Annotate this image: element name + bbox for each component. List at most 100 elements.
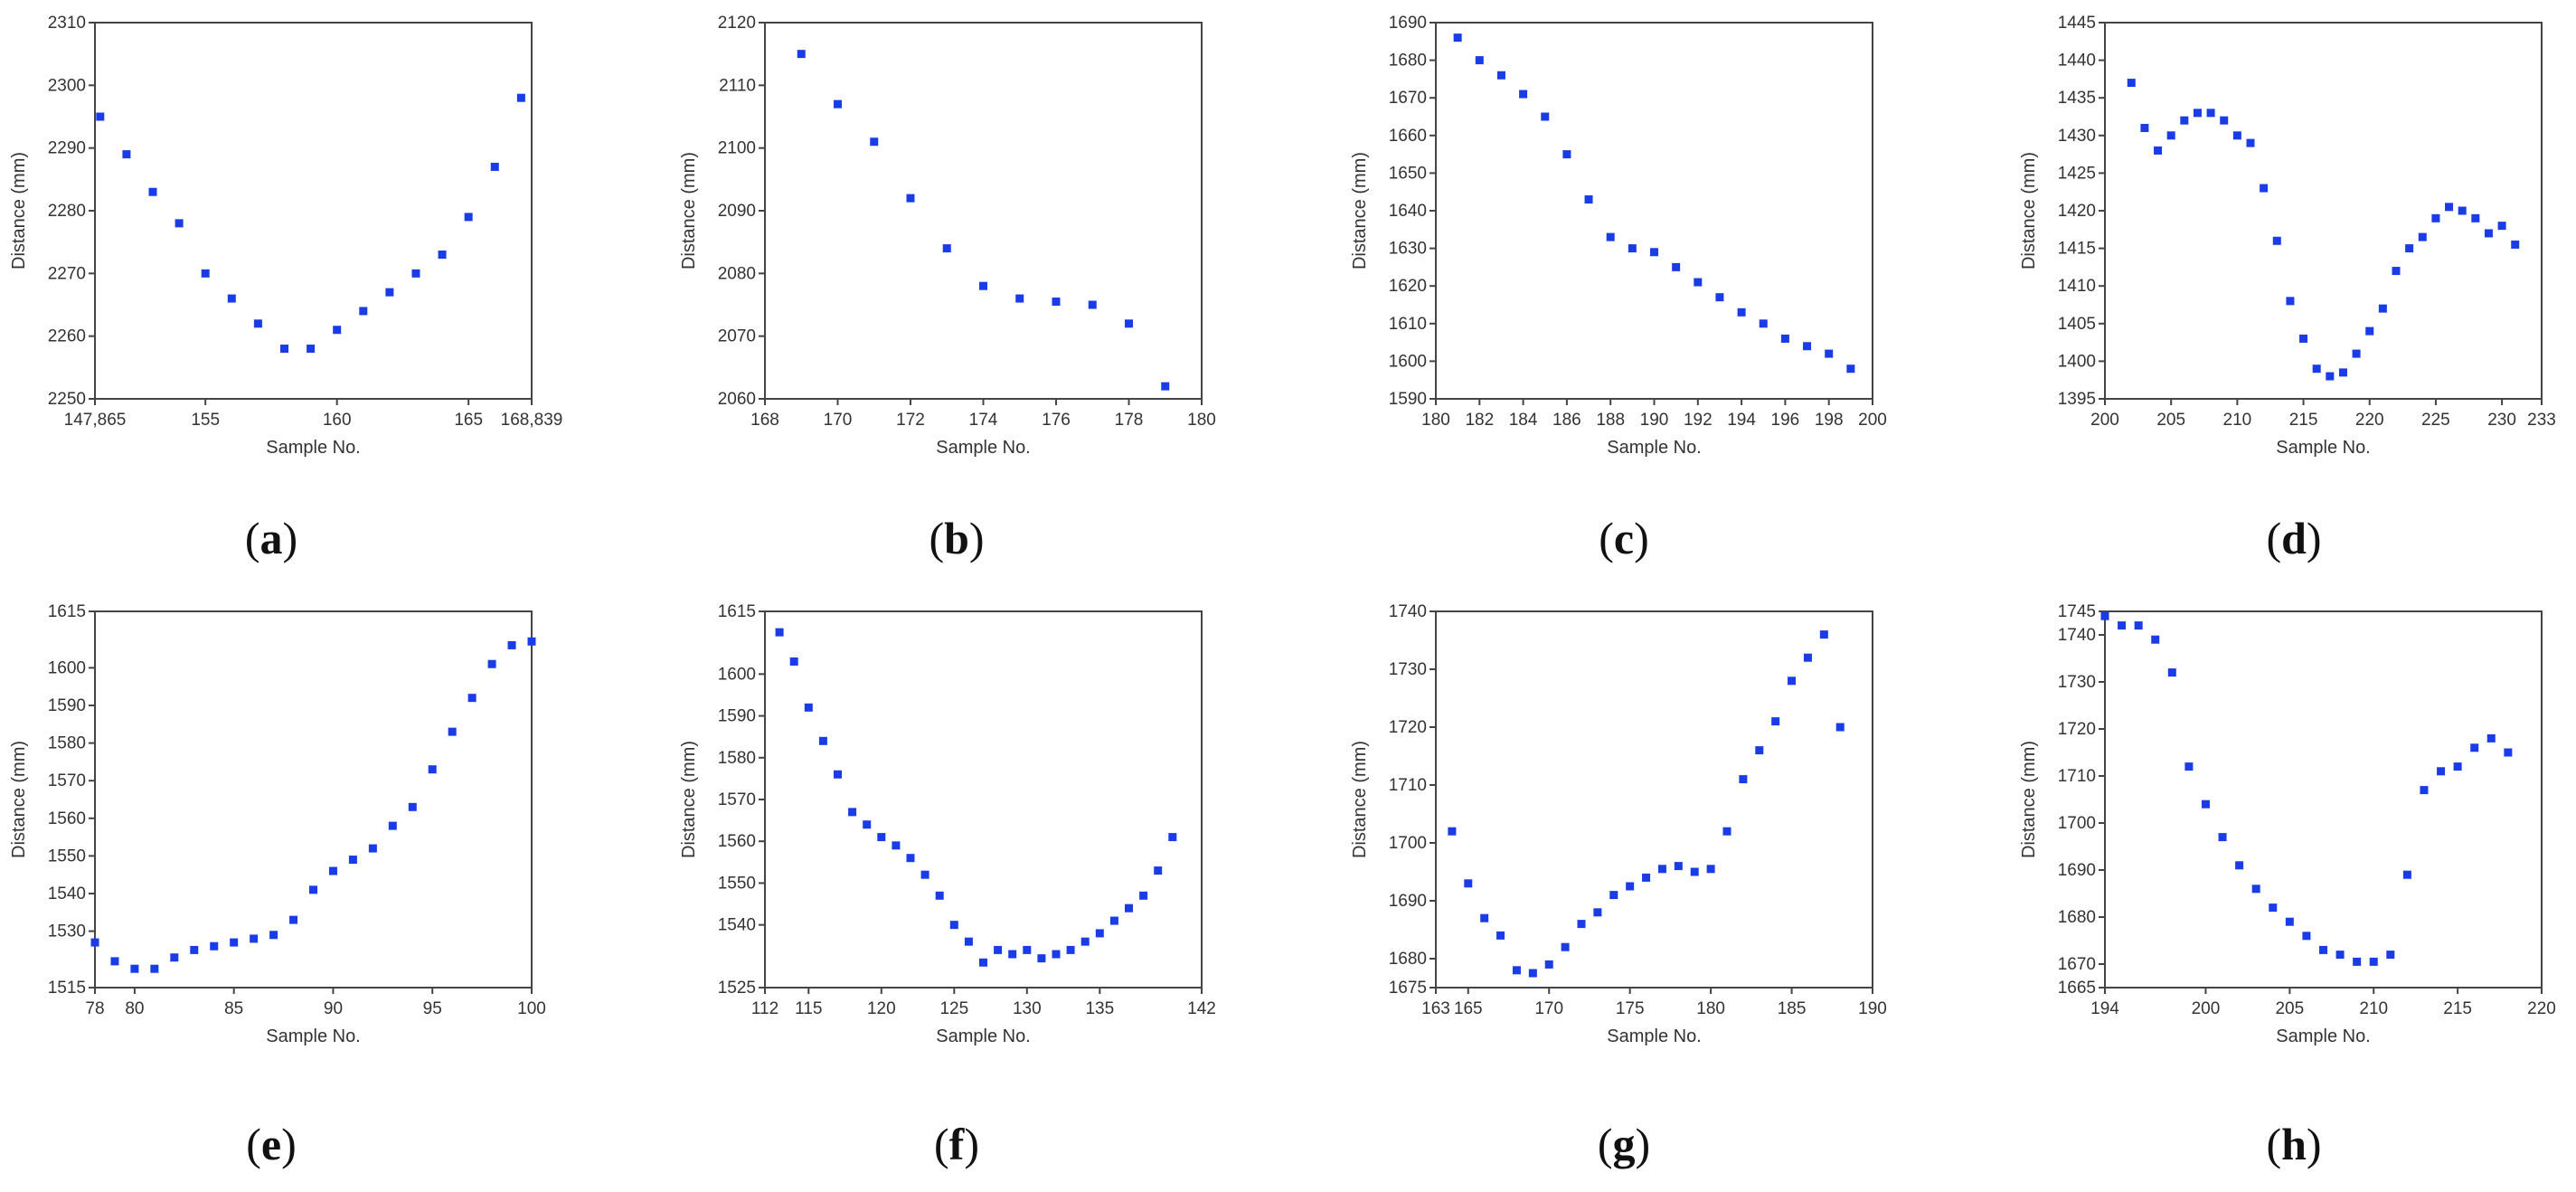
x-tick-label: 155 <box>191 411 220 430</box>
x-tick-label: 210 <box>2359 999 2388 1018</box>
y-axis-title: Distance (mm) <box>679 152 699 270</box>
x-tick-label: 196 <box>1771 411 1800 430</box>
data-point <box>2235 861 2244 870</box>
x-tick-label: 180 <box>1696 999 1725 1018</box>
chart-panel-b: 2060 2070 2080 2090 2100 2110 2120 168 170 172 174… <box>679 14 1216 563</box>
data-point <box>789 657 798 666</box>
y-tick-label: 1615 <box>48 602 86 621</box>
data-point <box>2193 109 2202 118</box>
data-point <box>150 964 159 973</box>
data-point <box>2511 240 2520 249</box>
data-point <box>2353 957 2362 966</box>
data-point <box>96 112 105 121</box>
data-point <box>1657 865 1666 874</box>
x-tick-label: 165 <box>454 411 483 430</box>
panel-caption-h: (h) <box>2266 1119 2321 1169</box>
chart-panel-a: 2250 2260 2270 2280 2290 2300 2310 147,865 155 16… <box>9 14 562 563</box>
y-tick-label: 1700 <box>1389 834 1427 853</box>
x-tick-label: 95 <box>423 999 442 1018</box>
data-point <box>1139 891 1148 900</box>
data-point <box>309 885 317 894</box>
data-point <box>408 802 417 811</box>
x-tick-label: 165 <box>1454 999 1483 1018</box>
panel-caption-f: (f) <box>934 1119 979 1169</box>
data-point <box>2184 762 2194 771</box>
data-point <box>2453 762 2462 771</box>
data-point <box>2386 951 2395 960</box>
y-tick-label: 1690 <box>1389 14 1427 33</box>
data-point <box>870 137 879 147</box>
x-axis-title: Sample No. <box>936 438 1031 458</box>
x-tick-label: 200 <box>2192 999 2221 1018</box>
chart-panel-f: 1525 1540 1550 1560 1570 1580 1590 1600 1615 112 1… <box>679 602 1216 1169</box>
x-tick-label: 115 <box>795 999 822 1018</box>
data-point <box>1737 307 1746 317</box>
y-tick-label: 1600 <box>48 658 86 677</box>
x-tick-label: 184 <box>1509 411 1538 430</box>
y-tick-label: 2090 <box>718 202 756 221</box>
data-point <box>527 637 536 646</box>
y-tick-label: 2300 <box>48 76 86 95</box>
x-tick-label: 186 <box>1552 411 1581 430</box>
y-tick-label: 1620 <box>1389 277 1427 296</box>
x-tick-label: 160 <box>323 411 352 430</box>
data-point <box>2201 799 2210 809</box>
data-point <box>2100 611 2109 620</box>
data-point <box>1609 891 1618 900</box>
x-tick-label: 142 <box>1187 999 1216 1018</box>
x-tick-label: 80 <box>125 999 144 1018</box>
data-point <box>1480 913 1489 922</box>
y-tick-label: 1650 <box>1389 164 1427 183</box>
data-point <box>2151 635 2160 644</box>
data-point <box>487 659 496 668</box>
data-point <box>804 703 813 712</box>
y-tick-label: 2290 <box>48 139 86 158</box>
y-tick-label: 1570 <box>48 771 86 790</box>
y-tick-label: 1600 <box>718 665 756 684</box>
chart-panel-c: 1590 1600 1610 1620 1630 1640 1650 1660 1670 1680… <box>1350 14 1887 563</box>
data-point <box>110 957 119 966</box>
plot-frame-f <box>764 610 1203 989</box>
data-point <box>1803 653 1812 662</box>
y-tick-label: 1580 <box>718 749 756 768</box>
data-point <box>877 833 886 842</box>
data-point <box>2378 304 2387 313</box>
x-tick-label: 170 <box>1534 999 1563 1018</box>
x-tick-label: 225 <box>2421 411 2450 430</box>
x-tick-label: 194 <box>2090 999 2119 1018</box>
y-axis-title: Distance (mm) <box>2019 741 2039 858</box>
plot-frame-b <box>764 22 1203 400</box>
x-tick-label: 78 <box>85 999 104 1018</box>
data-point <box>490 162 499 171</box>
x-axis-title: Sample No. <box>2276 1026 2371 1046</box>
data-point <box>2272 236 2281 245</box>
y-tick-label: 1675 <box>1389 979 1427 998</box>
data-point <box>1453 33 1462 43</box>
data-point <box>1771 717 1780 726</box>
data-point <box>1052 950 1061 959</box>
data-point <box>1628 244 1637 253</box>
y-tick-label: 1670 <box>2058 955 2096 974</box>
x-tick-label: 168,839 <box>501 411 563 430</box>
y-tick-label: 1515 <box>48 979 86 998</box>
data-point <box>2134 621 2143 630</box>
data-point <box>834 770 842 779</box>
y-tick-label: 1410 <box>2058 277 2096 296</box>
x-tick-label: 170 <box>824 411 853 430</box>
x-axis-title: Sample No. <box>266 1026 361 1046</box>
data-point <box>230 938 239 947</box>
y-tick-label: 2250 <box>48 390 86 409</box>
data-point <box>279 345 288 354</box>
x-axis-title: Sample No. <box>1607 1026 1702 1046</box>
y-tick-label: 1550 <box>48 847 86 866</box>
x-tick-label: 168 <box>750 411 779 430</box>
y-tick-label: 1415 <box>2058 240 2096 259</box>
data-point <box>2285 917 2294 926</box>
x-tick-label: 125 <box>939 999 968 1018</box>
data-point <box>289 915 298 924</box>
y-tick-label: 1600 <box>1389 352 1427 371</box>
data-point <box>1584 195 1593 204</box>
x-tick-label: 130 <box>1013 999 1042 1018</box>
data-points-g <box>1448 630 1845 978</box>
data-point <box>1475 56 1484 65</box>
